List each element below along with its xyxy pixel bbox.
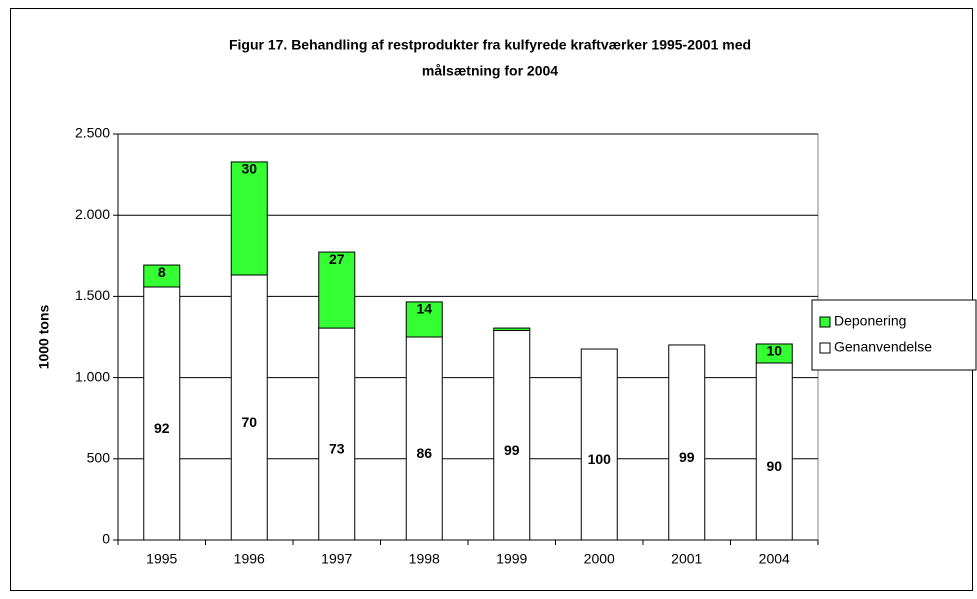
bar-segment: [318, 251, 356, 329]
bar-segment: [405, 336, 443, 541]
x-tick-label: 1995: [146, 551, 177, 567]
data-label: 30: [241, 161, 257, 177]
bar-segment: [493, 330, 531, 541]
data-label: 99: [504, 442, 520, 458]
y-tick-label: 500: [87, 450, 111, 466]
data-label: 70: [241, 414, 257, 430]
data-label: 86: [416, 445, 432, 461]
data-label: 99: [679, 449, 695, 465]
chart-title: målsætning for 2004: [422, 63, 558, 79]
bar-segment: [405, 301, 443, 338]
data-label: 92: [154, 420, 170, 436]
data-label: 100: [588, 451, 612, 467]
x-tick-label: 1999: [496, 551, 527, 567]
x-tick-label: 1996: [234, 551, 265, 567]
y-tick-label: 1.000: [75, 368, 110, 384]
y-tick-label: 2.000: [75, 206, 110, 222]
data-label: 27: [329, 251, 345, 267]
x-tick-label: 1997: [321, 551, 352, 567]
bar-segment: [143, 264, 181, 288]
y-tick-label: 0: [102, 531, 110, 547]
bar-segment: [230, 161, 268, 276]
bar-segment: [755, 343, 793, 364]
bar-segment: [318, 327, 356, 541]
legend-label: Genanvendelse: [834, 339, 932, 355]
legend-swatch: [819, 342, 831, 354]
y-tick-label: 2.500: [75, 125, 110, 141]
y-axis-label: 1000 tons: [36, 304, 52, 369]
x-tick-label: 2001: [671, 551, 702, 567]
data-label: 73: [329, 441, 345, 457]
y-tick-label: 1.500: [75, 287, 110, 303]
bar-segment: [755, 362, 793, 541]
data-label: 90: [766, 458, 782, 474]
legend-label: Deponering: [834, 313, 906, 329]
data-label: 8: [158, 264, 166, 280]
bar-segment: [143, 286, 181, 541]
x-tick-label: 2000: [584, 551, 615, 567]
x-tick-label: 1998: [409, 551, 440, 567]
data-label: 10: [766, 343, 782, 359]
bar-segment: [230, 274, 268, 541]
legend-swatch: [819, 316, 831, 328]
bar-segment: [668, 344, 706, 541]
bar-segment: [493, 327, 531, 332]
bar-segment: [580, 348, 618, 541]
data-label: 14: [416, 301, 432, 317]
legend-box: [811, 299, 977, 371]
chart-title: Figur 17. Behandling af restprodukter fr…: [229, 37, 751, 53]
x-tick-label: 2004: [759, 551, 790, 567]
plot-area: [117, 133, 819, 541]
